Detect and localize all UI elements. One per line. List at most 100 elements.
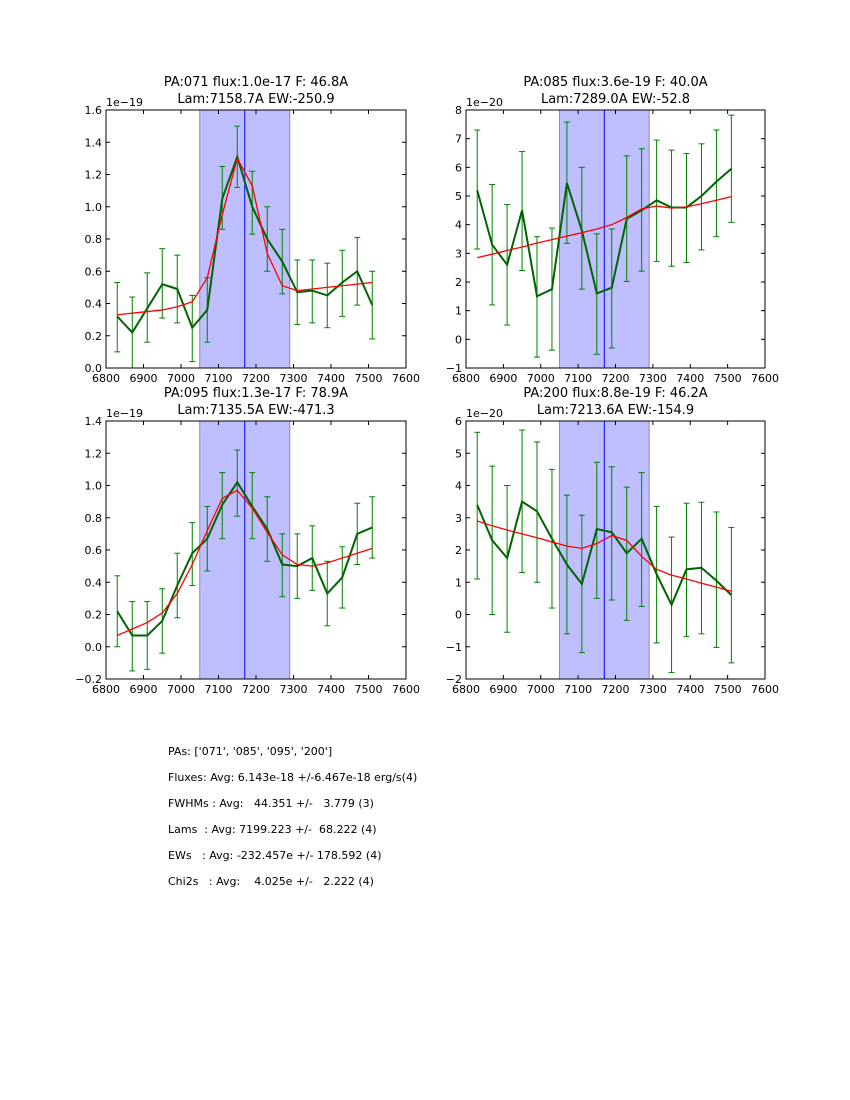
x-tick-label: 6800 [92,372,120,385]
stats-fwhms: FWHMs : Avg: 44.351 +/- 3.779 (3) [168,797,374,810]
x-tick-label: 7000 [527,372,555,385]
stats-ews: EWs : Avg: -232.457e +/- 178.592 (4) [168,849,382,862]
x-tick-label: 7500 [355,683,383,696]
x-tick-label: 7500 [714,372,742,385]
data-line [116,480,373,637]
stats-lams: Lams : Avg: 7199.223 +/- 68.222 (4) [168,823,377,836]
y-tick-label: 1.0 [85,201,103,214]
subplot-title-line1: PA:071 flux:1.0e-17 F: 46.8A [164,75,348,90]
fit-line [116,489,373,637]
x-tick-label: 7100 [205,683,233,696]
y-tick-label: 0.8 [85,512,103,525]
y-tick-label: 5 [455,447,462,460]
x-tick-label: 7400 [317,372,345,385]
y-offset-label: 1e−19 [106,407,143,420]
x-tick-label: 7000 [167,372,195,385]
x-tick-label: 7500 [355,372,383,385]
x-tick-label: 7600 [751,683,779,696]
y-tick-label: 0.2 [85,609,103,622]
y-tick-label: 0.6 [85,265,103,278]
x-tick-label: 7600 [392,372,420,385]
stats-fluxes: Fluxes: Avg: 6.143e-18 +/-6.467e-18 erg/… [168,771,418,784]
x-tick-label: 7300 [280,683,308,696]
x-tick-label: 7100 [564,683,592,696]
summary-stats: PAs: ['071', '085', '095', '200'] Fluxes… [168,745,417,901]
x-tick-label: 6900 [489,372,517,385]
y-tick-label: −1 [446,362,462,375]
x-tick-label: 7300 [639,683,667,696]
subplot-title-line2: Lam:7289.0A EW:-52.8 [541,92,690,107]
y-tick-label: 1.4 [85,136,103,149]
y-tick-label: −2 [446,673,462,686]
y-tick-label: 0.4 [85,576,103,589]
subplot-1: PA:071 flux:1.0e-17 F: 46.8A Lam:7158.7A … [85,75,421,385]
subplot-4: PA:200 flux:8.8e-19 F: 46.2A Lam:7213.6A … [446,386,779,696]
y-tick-label: 4 [455,480,462,493]
x-tick-label: 7400 [317,683,345,696]
y-tick-label: 2 [455,276,462,289]
y-tick-label: 0 [455,609,462,622]
subplot-title-line2: Lam:7213.6A EW:-154.9 [537,403,694,418]
x-tick-label: 7200 [242,683,270,696]
y-tick-label: 0 [455,333,462,346]
x-tick-label: 7200 [242,372,270,385]
figure-canvas: PA:071 flux:1.0e-17 F: 46.8A Lam:7158.7A … [75,75,779,696]
x-tick-label: 7500 [714,683,742,696]
x-tick-label: 6800 [452,372,480,385]
fit-line [477,195,732,259]
x-tick-label: 6900 [489,683,517,696]
subplot-title-line2: Lam:7135.5A EW:-471.3 [177,403,334,418]
y-tick-label: 4 [455,219,462,232]
y-tick-label: 1.2 [85,447,103,460]
y-tick-label: 1 [455,305,462,318]
y-offset-label: 1e−20 [466,407,503,420]
x-tick-label: 7300 [280,372,308,385]
data-line [476,168,733,298]
y-tick-label: −0.2 [75,673,102,686]
subplot-3: PA:095 flux:1.3e-17 F: 78.9A Lam:7135.5A … [75,386,420,696]
y-tick-label: 2 [455,544,462,557]
y-tick-label: 0.4 [85,298,103,311]
y-tick-label: 1.6 [85,104,103,117]
x-tick-label: 7200 [602,372,630,385]
x-tick-label: 7600 [751,372,779,385]
y-tick-label: 7 [455,133,462,146]
y-tick-label: 1.4 [85,415,103,428]
subplot-title-line2: Lam:7158.7A EW:-250.9 [177,92,334,107]
y-offset-label: 1e−19 [106,96,143,109]
subplot-title-line1: PA:200 flux:8.8e-19 F: 46.2A [523,386,707,401]
data-line [476,500,733,608]
y-tick-label: 0.6 [85,544,103,557]
y-offset-label: 1e−20 [466,96,503,109]
x-tick-label: 7400 [676,683,704,696]
x-tick-label: 7000 [167,683,195,696]
x-tick-label: 7400 [676,372,704,385]
y-tick-label: 0.0 [85,641,103,654]
data-line [116,153,374,335]
y-tick-label: 0.8 [85,233,103,246]
subplot-2: PA:085 flux:3.6e-19 F: 40.0A Lam:7289.0A … [446,75,779,385]
x-tick-label: 6900 [130,372,158,385]
fit-line [117,156,373,316]
subplot-title-line1: PA:095 flux:1.3e-17 F: 78.9A [164,386,348,401]
x-tick-label: 6900 [130,683,158,696]
stats-pas: PAs: ['071', '085', '095', '200'] [168,745,333,758]
x-tick-label: 7000 [527,683,555,696]
x-tick-label: 7200 [602,683,630,696]
y-tick-label: 1.2 [85,169,103,182]
y-tick-label: 5 [455,190,462,203]
y-tick-label: −1 [446,641,462,654]
y-tick-label: 1.0 [85,480,103,493]
y-tick-label: 0.2 [85,330,103,343]
y-tick-label: 3 [455,247,462,260]
y-tick-label: 0.0 [85,362,103,375]
x-tick-label: 6800 [92,683,120,696]
x-tick-label: 7600 [392,683,420,696]
y-tick-label: 6 [455,161,462,174]
fit-line [477,520,732,592]
x-tick-label: 7300 [639,372,667,385]
stats-chi2s: Chi2s : Avg: 4.025e +/- 2.222 (4) [168,875,374,888]
x-tick-label: 6800 [452,683,480,696]
y-tick-label: 3 [455,512,462,525]
